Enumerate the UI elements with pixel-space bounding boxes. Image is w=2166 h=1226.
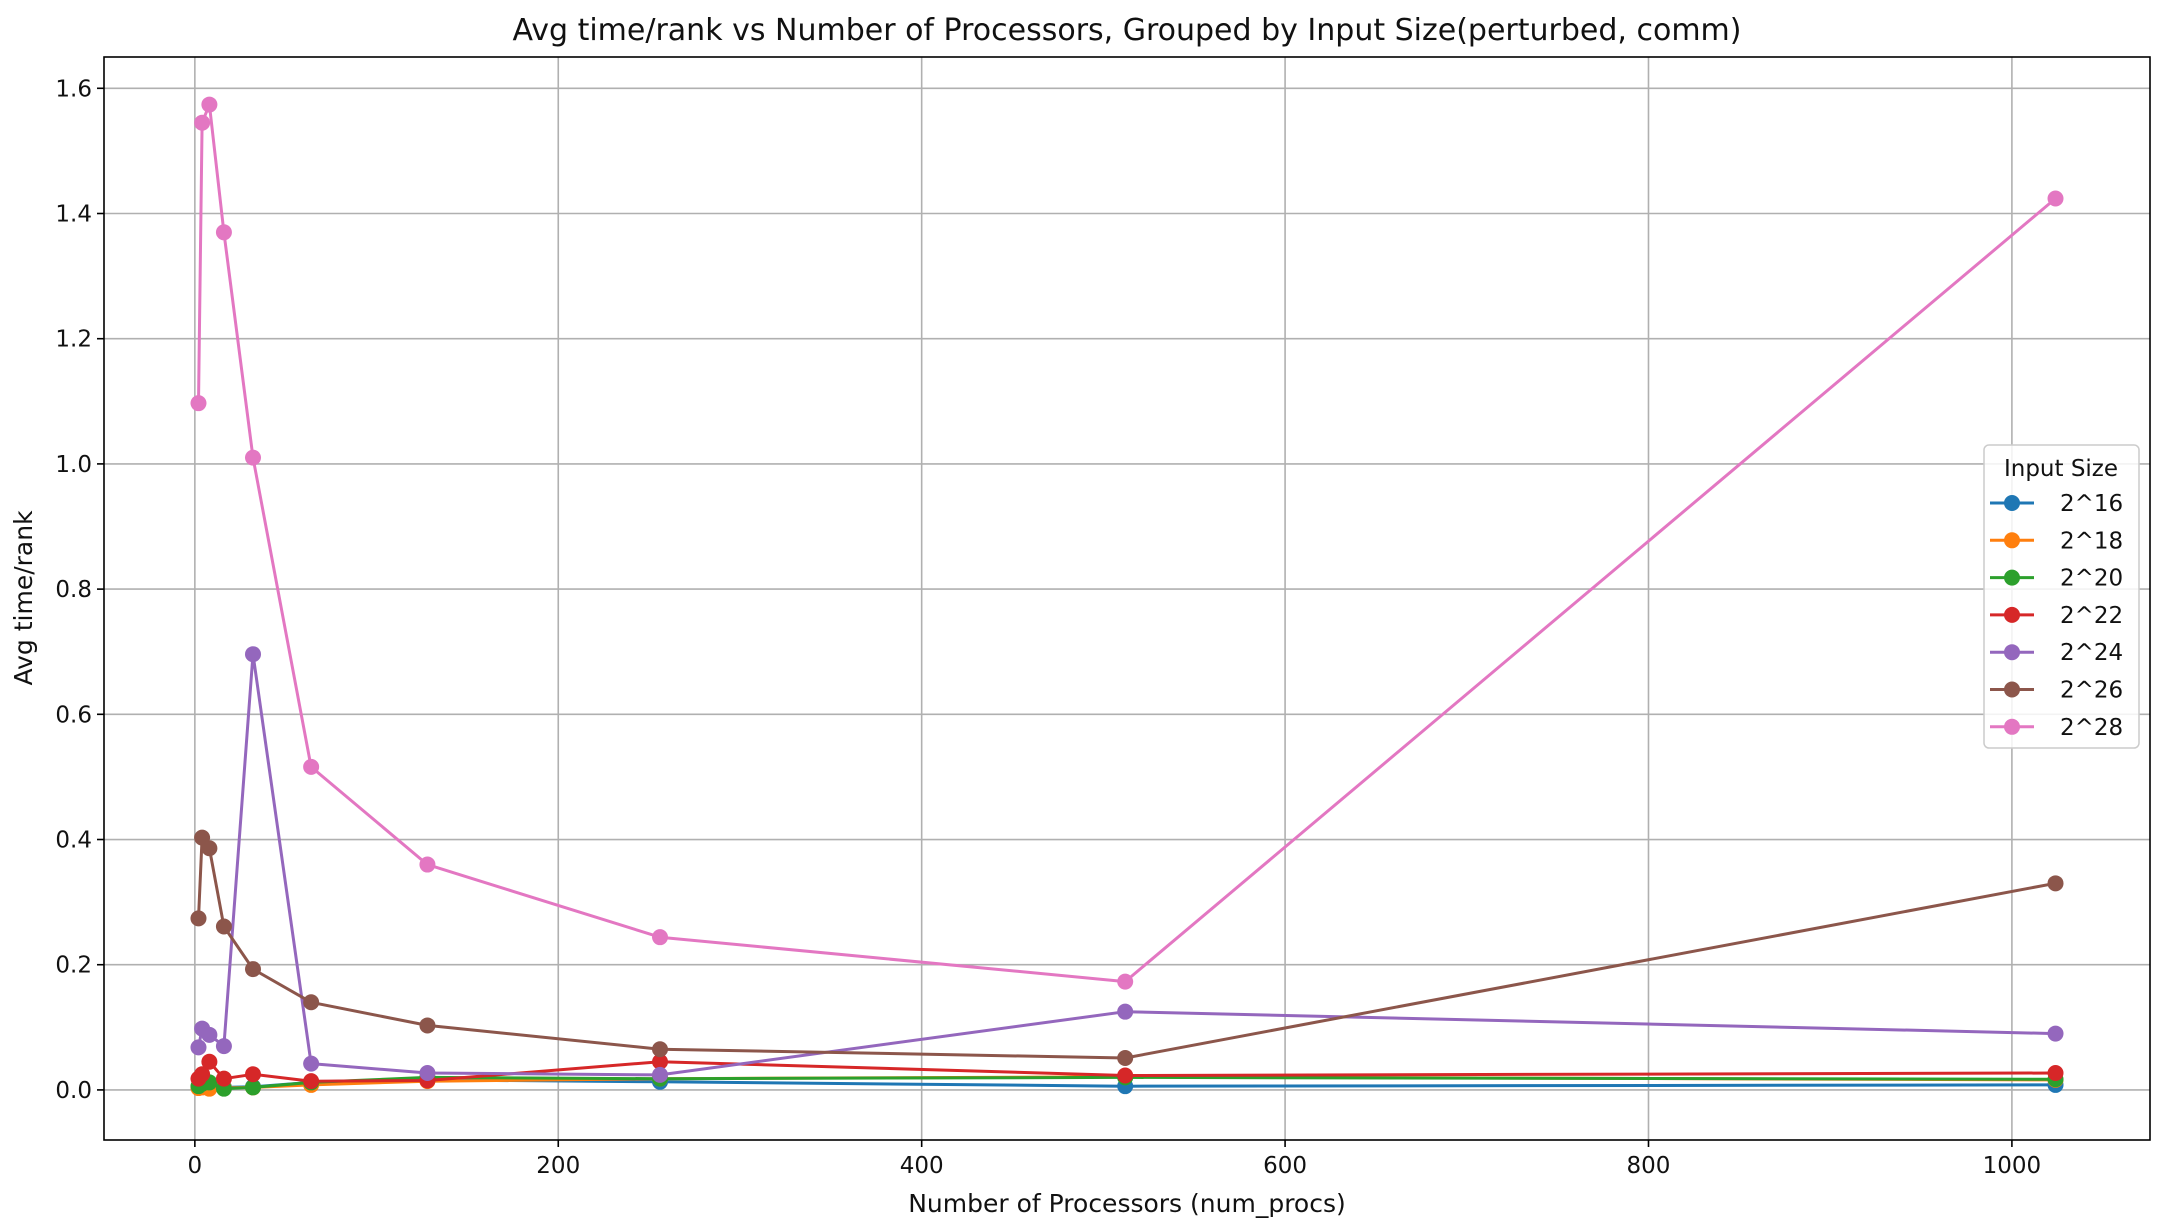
- data-point: [652, 929, 669, 946]
- legend-swatch-marker: [2004, 606, 2020, 623]
- data-point: [215, 224, 232, 241]
- data-point: [215, 918, 232, 935]
- series-2-pow-26: [190, 829, 2064, 1066]
- y-tick-label: 1.6: [55, 76, 92, 102]
- plot-frame: [103, 56, 2151, 1141]
- data-point: [201, 1053, 218, 1070]
- chart-title: Avg time/rank vs Number of Processors, G…: [512, 13, 1741, 48]
- legend-swatch-marker: [2004, 532, 2020, 549]
- legend-swatch-marker: [2004, 644, 2020, 661]
- data-point: [419, 1017, 436, 1034]
- x-tick-label: 200: [536, 1153, 580, 1179]
- data-point: [1117, 1003, 1134, 1020]
- x-axis-label: Number of Processors (num_procs): [908, 1189, 1346, 1218]
- data-point: [190, 395, 207, 412]
- data-point: [201, 840, 218, 857]
- legend-box: [1983, 444, 2140, 749]
- legend-entry-label: 2^24: [2060, 640, 2123, 666]
- axis-ticks: 0 200 400 600 800 1000 0.0 0.2 0.4 0.6 0.8 1.0 1.2 1.…: [55, 76, 2041, 1179]
- plot-series: [190, 96, 2064, 1097]
- y-tick-label: 0.6: [55, 702, 92, 728]
- data-point: [303, 994, 320, 1011]
- x-tick-label: 600: [1263, 1153, 1307, 1179]
- data-point: [2047, 1065, 2064, 1082]
- data-point: [419, 856, 436, 873]
- data-point: [244, 449, 261, 466]
- data-point: [652, 1041, 669, 1058]
- data-point: [244, 961, 261, 978]
- data-point: [419, 1065, 436, 1082]
- y-tick-label: 0.4: [55, 828, 92, 854]
- data-point: [194, 1066, 211, 1083]
- data-point: [1117, 973, 1134, 990]
- data-point: [652, 1066, 669, 1083]
- data-point: [244, 1079, 261, 1096]
- y-tick-label: 0.8: [55, 577, 92, 603]
- data-point: [2047, 1025, 2064, 1042]
- data-point: [244, 646, 261, 663]
- legend-swatch-marker: [2004, 718, 2020, 735]
- legend-entry-label: 2^22: [2060, 603, 2123, 629]
- series-line: [197, 103, 2057, 984]
- data-point: [1117, 1067, 1134, 1084]
- y-tick-label: 1.2: [55, 327, 92, 353]
- legend-entry-label: 2^28: [2060, 715, 2123, 741]
- legend-swatch-marker: [2004, 569, 2020, 586]
- data-point: [215, 1038, 232, 1055]
- series-2-pow-28: [190, 96, 2064, 990]
- y-tick-label: 0.0: [55, 1078, 92, 1104]
- x-tick-label: 1000: [1983, 1153, 2042, 1179]
- data-point: [303, 758, 320, 775]
- series-line: [197, 836, 2056, 1060]
- legend-swatch-marker: [2004, 681, 2020, 698]
- legend-title: Input Size: [2004, 456, 2118, 482]
- data-point: [201, 96, 218, 113]
- y-tick-label: 0.2: [55, 953, 92, 979]
- data-point: [303, 1055, 320, 1072]
- data-point: [1117, 1049, 1134, 1066]
- x-tick-label: 800: [1627, 1153, 1671, 1179]
- x-tick-label: 0: [188, 1153, 203, 1179]
- data-point: [201, 1026, 218, 1043]
- legend: Input Size 2^16 2^18 2^20 2^22 2^24 2^26 2^28: [1983, 444, 2140, 749]
- data-point: [194, 114, 211, 131]
- data-point: [215, 1070, 232, 1087]
- data-point: [303, 1073, 320, 1090]
- legend-swatch-marker: [2004, 495, 2020, 511]
- data-point: [190, 1039, 207, 1056]
- x-tick-label: 400: [900, 1153, 944, 1179]
- data-point: [2047, 190, 2064, 207]
- data-point: [2047, 875, 2064, 892]
- legend-entry-label: 2^16: [2060, 491, 2123, 517]
- y-tick-label: 1.0: [55, 452, 92, 478]
- legend-entry-label: 2^18: [2060, 528, 2123, 554]
- series-2-pow-24: [190, 646, 2064, 1083]
- legend-entry-label: 2^26: [2060, 678, 2123, 704]
- series-2-pow-22: [190, 1053, 2064, 1090]
- y-axis-label: Avg time/rank: [9, 510, 38, 686]
- data-point: [244, 1066, 261, 1083]
- legend-entry-label: 2^20: [2060, 566, 2123, 592]
- data-point: [652, 1053, 669, 1070]
- y-tick-label: 1.4: [55, 202, 92, 228]
- data-point: [190, 910, 207, 927]
